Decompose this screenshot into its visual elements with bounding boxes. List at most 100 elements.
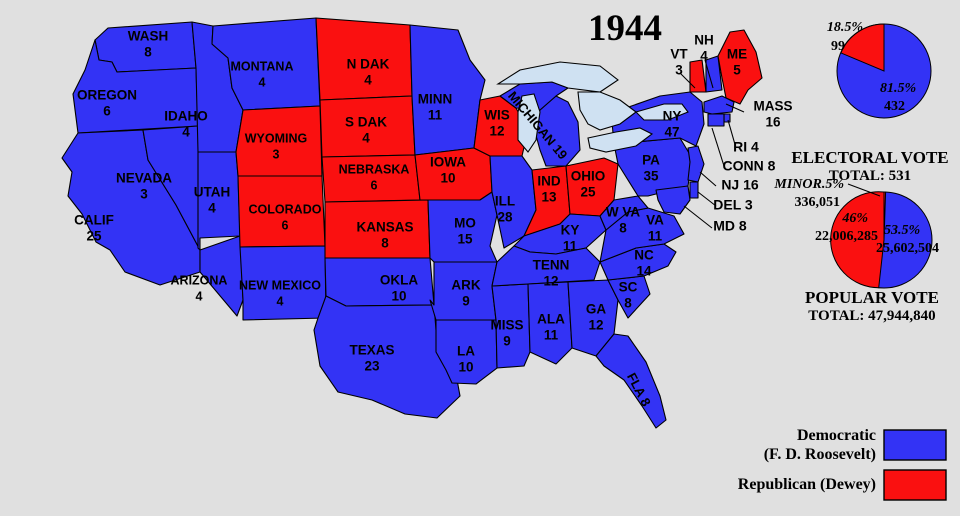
state-label-votes-WVA: 8 [619, 221, 627, 236]
state-shape-MO[interactable] [419, 191, 498, 263]
state-label-name-VT: VT [670, 47, 688, 62]
state-label-name-GA: GA [586, 302, 607, 317]
state-label-votes-LA: 10 [458, 360, 473, 375]
state-label-name-OKLA: OKLA [380, 273, 418, 288]
state-shape-NMEX[interactable] [239, 245, 327, 321]
popular-slice-minor[interactable] [883, 191, 887, 241]
popular-minor-value: 336,051 [795, 195, 841, 210]
state-shape-RI[interactable] [723, 113, 731, 123]
state-label-RI: RI 4 [733, 139, 759, 155]
state-label-CONN: CONN 8 [723, 158, 776, 174]
state-label-votes-IOWA: 10 [440, 171, 455, 186]
state-label-votes-KY: 11 [563, 239, 578, 254]
state-label-votes-MASS: 16 [765, 115, 781, 130]
electoral-slice-republican[interactable] [840, 23, 885, 72]
state-label-votes-TEXAS: 23 [364, 359, 380, 374]
state-shape-UTAH[interactable] [197, 151, 241, 251]
state-label-votes-ILL: 28 [497, 210, 513, 225]
state-label-votes-CALIF: 25 [86, 229, 102, 244]
state-shape-NH[interactable] [705, 55, 723, 93]
state-shape-DEL[interactable] [689, 181, 699, 199]
popular-rep-value: 22,006,285 [815, 229, 878, 244]
lake-michigan [517, 93, 541, 153]
state-label-name-WYO: WYOMING [245, 131, 308, 145]
state-label-name-MISS: MISS [490, 318, 523, 333]
state-label-name-VA: VA [646, 213, 664, 228]
lake-huron-erie [577, 91, 637, 131]
legend-swatch-democratic[interactable] [883, 429, 947, 461]
state-label-name-WVA: W VA [606, 205, 640, 220]
leader-line-DEL [697, 191, 717, 207]
electoral-dem-value: 432 [884, 99, 905, 114]
state-shape-ARIZ[interactable] [199, 235, 244, 317]
state-shape-VT[interactable] [689, 59, 707, 93]
state-shape-ALA[interactable] [527, 281, 573, 365]
state-label-name-SDAK: S DAK [345, 115, 387, 130]
map-legend: Democratic (F. D. Roosevelt) Republican … [738, 427, 947, 501]
state-label-votes-NEV: 3 [140, 187, 148, 202]
state-shape-MASS[interactable] [703, 95, 735, 115]
callout-leader-lines [680, 59, 745, 229]
state-label-votes-WYO: 3 [273, 147, 280, 161]
popular-slice-republican[interactable] [830, 191, 885, 289]
electoral-dem-percent: 81.5% [880, 81, 916, 96]
legend-swatch-republican[interactable] [883, 469, 947, 501]
state-label-votes-ARIZ: 4 [196, 289, 203, 303]
state-label-votes-VA: 11 [648, 229, 663, 244]
state-label-name-SC: SC [619, 280, 638, 295]
popular-rep-percent: 46% [841, 211, 868, 226]
state-shape-MINN[interactable] [409, 24, 486, 156]
page-title: 1944 [588, 8, 662, 49]
legend-label-democratic-candidate: (F. D. Roosevelt) [764, 446, 876, 463]
state-label-NH: NH4 [694, 33, 714, 64]
state-label-votes-ME: 5 [733, 63, 741, 78]
state-label-name-KY: KY [561, 223, 580, 238]
electoral-rep-percent: 18.5% [827, 20, 863, 35]
popular-vote-total: TOTAL: 47,944,840 [808, 308, 935, 324]
leader-line-VT [680, 73, 696, 89]
state-label-name-MO: MO [454, 216, 476, 231]
state-label-votes-IDAHO: 4 [182, 125, 190, 140]
state-shape-WVA[interactable] [599, 195, 649, 231]
lake-ontario [634, 103, 689, 121]
state-shape-CONN[interactable] [707, 113, 725, 127]
state-shape-TENN[interactable] [491, 245, 601, 287]
state-shapes [61, 17, 763, 429]
state-label-NMEX: NEW MEXICO 4 [239, 278, 321, 308]
lake-erie [587, 127, 654, 153]
state-shape-MICH[interactable] [533, 95, 581, 167]
state-label-votes-NC: 14 [636, 264, 652, 279]
state-label-text-NJ: NJ 16 [721, 177, 759, 193]
state-shape-NJ[interactable] [687, 145, 705, 183]
state-shape-NEV[interactable] [142, 125, 201, 251]
state-label-votes-ALA: 11 [544, 328, 559, 343]
state-label-name-ARK: ARK [451, 278, 480, 293]
state-shape-ME[interactable] [717, 29, 763, 105]
state-shape-MD[interactable] [655, 185, 691, 215]
legend-label-democratic-party: Democratic [797, 427, 876, 444]
state-label-ARIZ: ARIZONA 4 [171, 273, 228, 303]
state-shape-FLA[interactable] [595, 333, 667, 429]
state-label-name-NY: NY [663, 109, 682, 124]
state-label-name-OHIO: OHIO [571, 169, 606, 184]
state-label-text-RI: RI 4 [733, 139, 759, 155]
state-label-name-ILL: ILL [495, 194, 515, 209]
state-label-NEBR: NEBRASKA 6 [339, 162, 410, 192]
state-label-votes-GA: 12 [588, 318, 603, 333]
state-label-votes-NY: 47 [664, 125, 679, 140]
state-label-name-MONT: MONTANA [231, 59, 294, 73]
state-label-votes-MO: 15 [457, 232, 473, 247]
